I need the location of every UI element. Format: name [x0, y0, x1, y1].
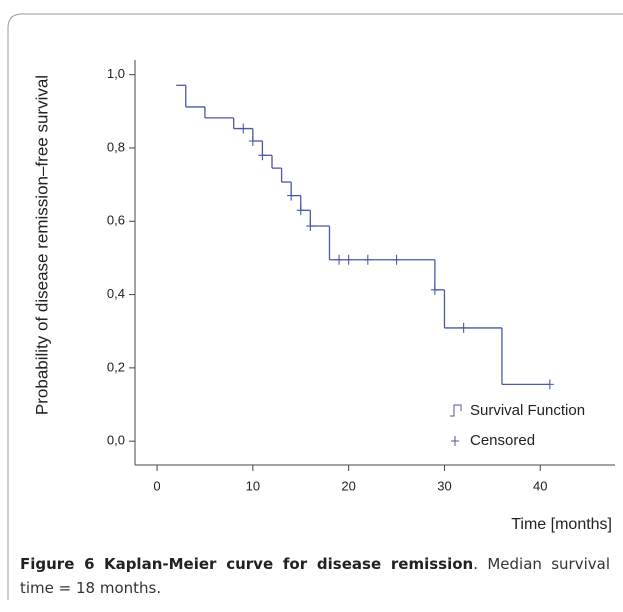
caption-title: Kaplan-Meier curve for disease remission — [103, 555, 474, 573]
censored-mark — [459, 322, 468, 333]
x-axis-label: Time [months] — [511, 516, 612, 533]
y-tick-label: 0,6 — [107, 213, 125, 228]
censored-mark — [430, 284, 439, 295]
censored-mark — [258, 150, 267, 161]
caption-text: . Median survival time = 18 months. — [20, 555, 610, 597]
censored-mark — [335, 254, 344, 265]
censored-mark — [392, 254, 401, 265]
y-tick-label: 0,2 — [107, 359, 125, 374]
x-tick-label: 0 — [153, 478, 160, 493]
caption-label: Figure 6 — [20, 555, 95, 573]
caption: Figure 6 Kaplan-Meier curve for disease … — [20, 552, 610, 600]
y-tick-label: 1,0 — [107, 66, 125, 81]
x-tick-label: 40 — [533, 478, 547, 493]
censored-mark — [363, 254, 372, 265]
legend-symbol — [451, 436, 459, 446]
censored-mark — [545, 379, 554, 390]
censored-mark — [306, 221, 315, 232]
censored-mark — [239, 123, 248, 134]
y-tick-label: 0,0 — [107, 433, 125, 448]
censored-mark — [296, 205, 305, 216]
legend-symbol — [450, 404, 462, 417]
frame — [7, 13, 623, 600]
x-tick-label: 30 — [437, 478, 451, 493]
y-tick-label: 0,8 — [107, 139, 125, 154]
legend-label: Censored — [470, 432, 535, 449]
x-tick-label: 10 — [246, 478, 260, 493]
x-tick-label: 20 — [341, 478, 355, 493]
censored-mark — [287, 190, 296, 201]
censored-mark — [344, 254, 353, 265]
censored-mark — [248, 136, 257, 146]
y-tick-label: 0,4 — [107, 286, 125, 301]
legend-label: Survival Function — [470, 402, 585, 419]
y-axis-label: Probability of disease remission–free su… — [32, 75, 51, 415]
